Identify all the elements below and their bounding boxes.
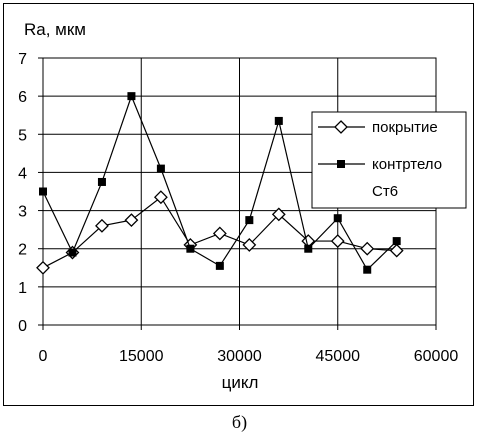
y-tick-label: 2 bbox=[18, 242, 27, 259]
data-point-coating bbox=[360, 241, 375, 256]
legend-label-coating: покрытие bbox=[372, 119, 438, 136]
data-point-counterbody bbox=[97, 177, 106, 186]
chart-svg: 0 1 2 3 4 5 6 7 0 15000 30000 45000 60000 Ra, мкм ц… bbox=[18, 20, 467, 392]
y-tick-label: 4 bbox=[18, 165, 27, 182]
data-point-counterbody bbox=[392, 237, 401, 246]
data-point-coating bbox=[95, 218, 109, 233]
x-axis-ticks: 0 15000 30000 45000 60000 bbox=[39, 325, 459, 365]
x-tick-label: 15000 bbox=[119, 348, 164, 365]
data-point-counterbody bbox=[333, 214, 342, 223]
y-tick-label: 3 bbox=[18, 204, 27, 221]
data-point-coating bbox=[242, 237, 257, 252]
data-point-coating bbox=[271, 207, 286, 222]
series-group bbox=[36, 92, 404, 275]
x-tick-label: 0 bbox=[39, 348, 48, 365]
data-point-counterbody bbox=[68, 248, 77, 257]
data-point-coating bbox=[124, 213, 139, 228]
y-tick-label: 7 bbox=[18, 51, 27, 68]
data-point-coating bbox=[153, 190, 168, 205]
data-point-coating bbox=[389, 243, 404, 258]
data-point-coating bbox=[330, 234, 345, 249]
data-point-counterbody bbox=[186, 244, 195, 253]
legend-marker-square bbox=[337, 160, 345, 168]
legend-label-counterbody-steel: Ст6 bbox=[372, 183, 398, 200]
x-tick-label: 60000 bbox=[414, 348, 459, 365]
data-point-counterbody bbox=[245, 216, 254, 225]
y-axis-label: Ra, мкм bbox=[24, 20, 86, 39]
data-point-counterbody bbox=[39, 187, 47, 196]
data-point-counterbody bbox=[274, 116, 283, 125]
y-tick-label: 5 bbox=[18, 127, 27, 144]
chart-frame bbox=[3, 3, 474, 406]
data-point-counterbody bbox=[156, 164, 165, 173]
y-axis-ticks: 0 1 2 3 4 5 6 7 bbox=[18, 51, 43, 335]
data-point-counterbody bbox=[215, 261, 224, 270]
legend-marker-diamond bbox=[334, 120, 348, 134]
legend-label-counterbody: контртело bbox=[372, 156, 442, 173]
x-tick-label: 45000 bbox=[316, 348, 361, 365]
legend: покрытие контртело Ст6 bbox=[311, 111, 467, 209]
data-point-counterbody bbox=[363, 265, 372, 274]
y-tick-label: 0 bbox=[18, 318, 27, 335]
figure-caption: б) bbox=[231, 412, 248, 432]
data-point-coating bbox=[212, 226, 227, 241]
y-tick-label: 1 bbox=[18, 280, 27, 297]
x-axis-label: цикл bbox=[222, 373, 259, 392]
x-tick-label: 30000 bbox=[217, 348, 262, 365]
y-tick-label: 6 bbox=[18, 89, 27, 106]
data-point-counterbody bbox=[127, 92, 136, 101]
data-point-counterbody bbox=[304, 244, 313, 253]
data-point-coating bbox=[36, 260, 50, 275]
